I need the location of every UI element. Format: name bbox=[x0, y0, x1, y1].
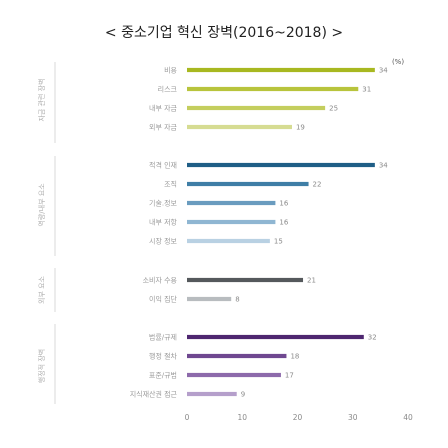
group-label: 역량/내부 요소 bbox=[37, 183, 46, 227]
value-label: 15 bbox=[274, 238, 283, 246]
category-label: 적격 인재 bbox=[149, 161, 177, 170]
bar bbox=[187, 238, 270, 244]
bar bbox=[187, 162, 375, 168]
category-label: 조직 bbox=[164, 180, 177, 189]
bar bbox=[187, 67, 375, 73]
category-label: 내부 자금 bbox=[149, 104, 178, 113]
bar bbox=[187, 334, 364, 340]
group-label: 자금 관련 장벽 bbox=[37, 78, 46, 121]
x-tick-label: 0 bbox=[185, 413, 190, 422]
value-label: 8 bbox=[235, 296, 239, 304]
bar bbox=[187, 105, 326, 111]
bar bbox=[187, 181, 309, 187]
value-label: 21 bbox=[307, 277, 316, 285]
bar bbox=[187, 124, 292, 130]
bar bbox=[187, 277, 304, 283]
group-label: 외부 요소 bbox=[37, 275, 46, 304]
unit-label: (%) bbox=[392, 58, 404, 66]
category-label: 비용 bbox=[164, 66, 177, 75]
bar bbox=[187, 200, 276, 206]
group-label: 행정적 장벽 bbox=[37, 349, 46, 383]
value-label: 9 bbox=[241, 391, 245, 399]
category-label: 행정 절차 bbox=[149, 352, 178, 361]
category-label: 시장 정보 bbox=[149, 237, 178, 246]
category-label: 기술.정보 bbox=[149, 199, 178, 208]
category-label: 표준/규범 bbox=[149, 371, 177, 380]
x-axis: 0 10 20 30 40 bbox=[185, 413, 413, 422]
value-label: 32 bbox=[368, 334, 377, 342]
value-label: 25 bbox=[329, 105, 338, 113]
category-label: 이익 집단 bbox=[149, 295, 178, 304]
bars: 비용 34 리스크 31 내부 자금 25 외부 자금 19 적격 인재 34 조직 22 기술.정보 1… bbox=[130, 66, 389, 399]
category-label: 법률/규제 bbox=[149, 333, 177, 342]
value-label: 16 bbox=[279, 200, 288, 208]
x-tick-label: 10 bbox=[237, 413, 247, 422]
category-label: 지식재산권 접근 bbox=[130, 390, 178, 399]
category-label: 소비자 수용 bbox=[143, 276, 178, 285]
value-label: 17 bbox=[285, 372, 294, 380]
x-tick-label: 30 bbox=[348, 413, 358, 422]
category-label: 리스크 bbox=[158, 85, 178, 94]
category-label: 내부 저항 bbox=[149, 218, 178, 227]
value-label: 34 bbox=[379, 162, 388, 170]
bar bbox=[187, 296, 232, 302]
chart-title: < 중소기업 혁신 장벽(2016~2018) > bbox=[105, 25, 343, 41]
bar bbox=[187, 353, 287, 359]
category-label: 외부 자금 bbox=[149, 123, 178, 132]
value-label: 16 bbox=[279, 219, 288, 227]
value-label: 19 bbox=[296, 124, 305, 132]
bar bbox=[187, 86, 359, 92]
bar bbox=[187, 391, 237, 397]
value-label: 31 bbox=[362, 86, 371, 94]
x-tick-label: 40 bbox=[403, 413, 413, 422]
x-tick-label: 20 bbox=[293, 413, 303, 422]
value-label: 18 bbox=[290, 353, 299, 361]
bar bbox=[187, 372, 281, 378]
value-label: 22 bbox=[313, 181, 322, 189]
bar bbox=[187, 219, 276, 225]
value-label: 34 bbox=[379, 67, 388, 75]
